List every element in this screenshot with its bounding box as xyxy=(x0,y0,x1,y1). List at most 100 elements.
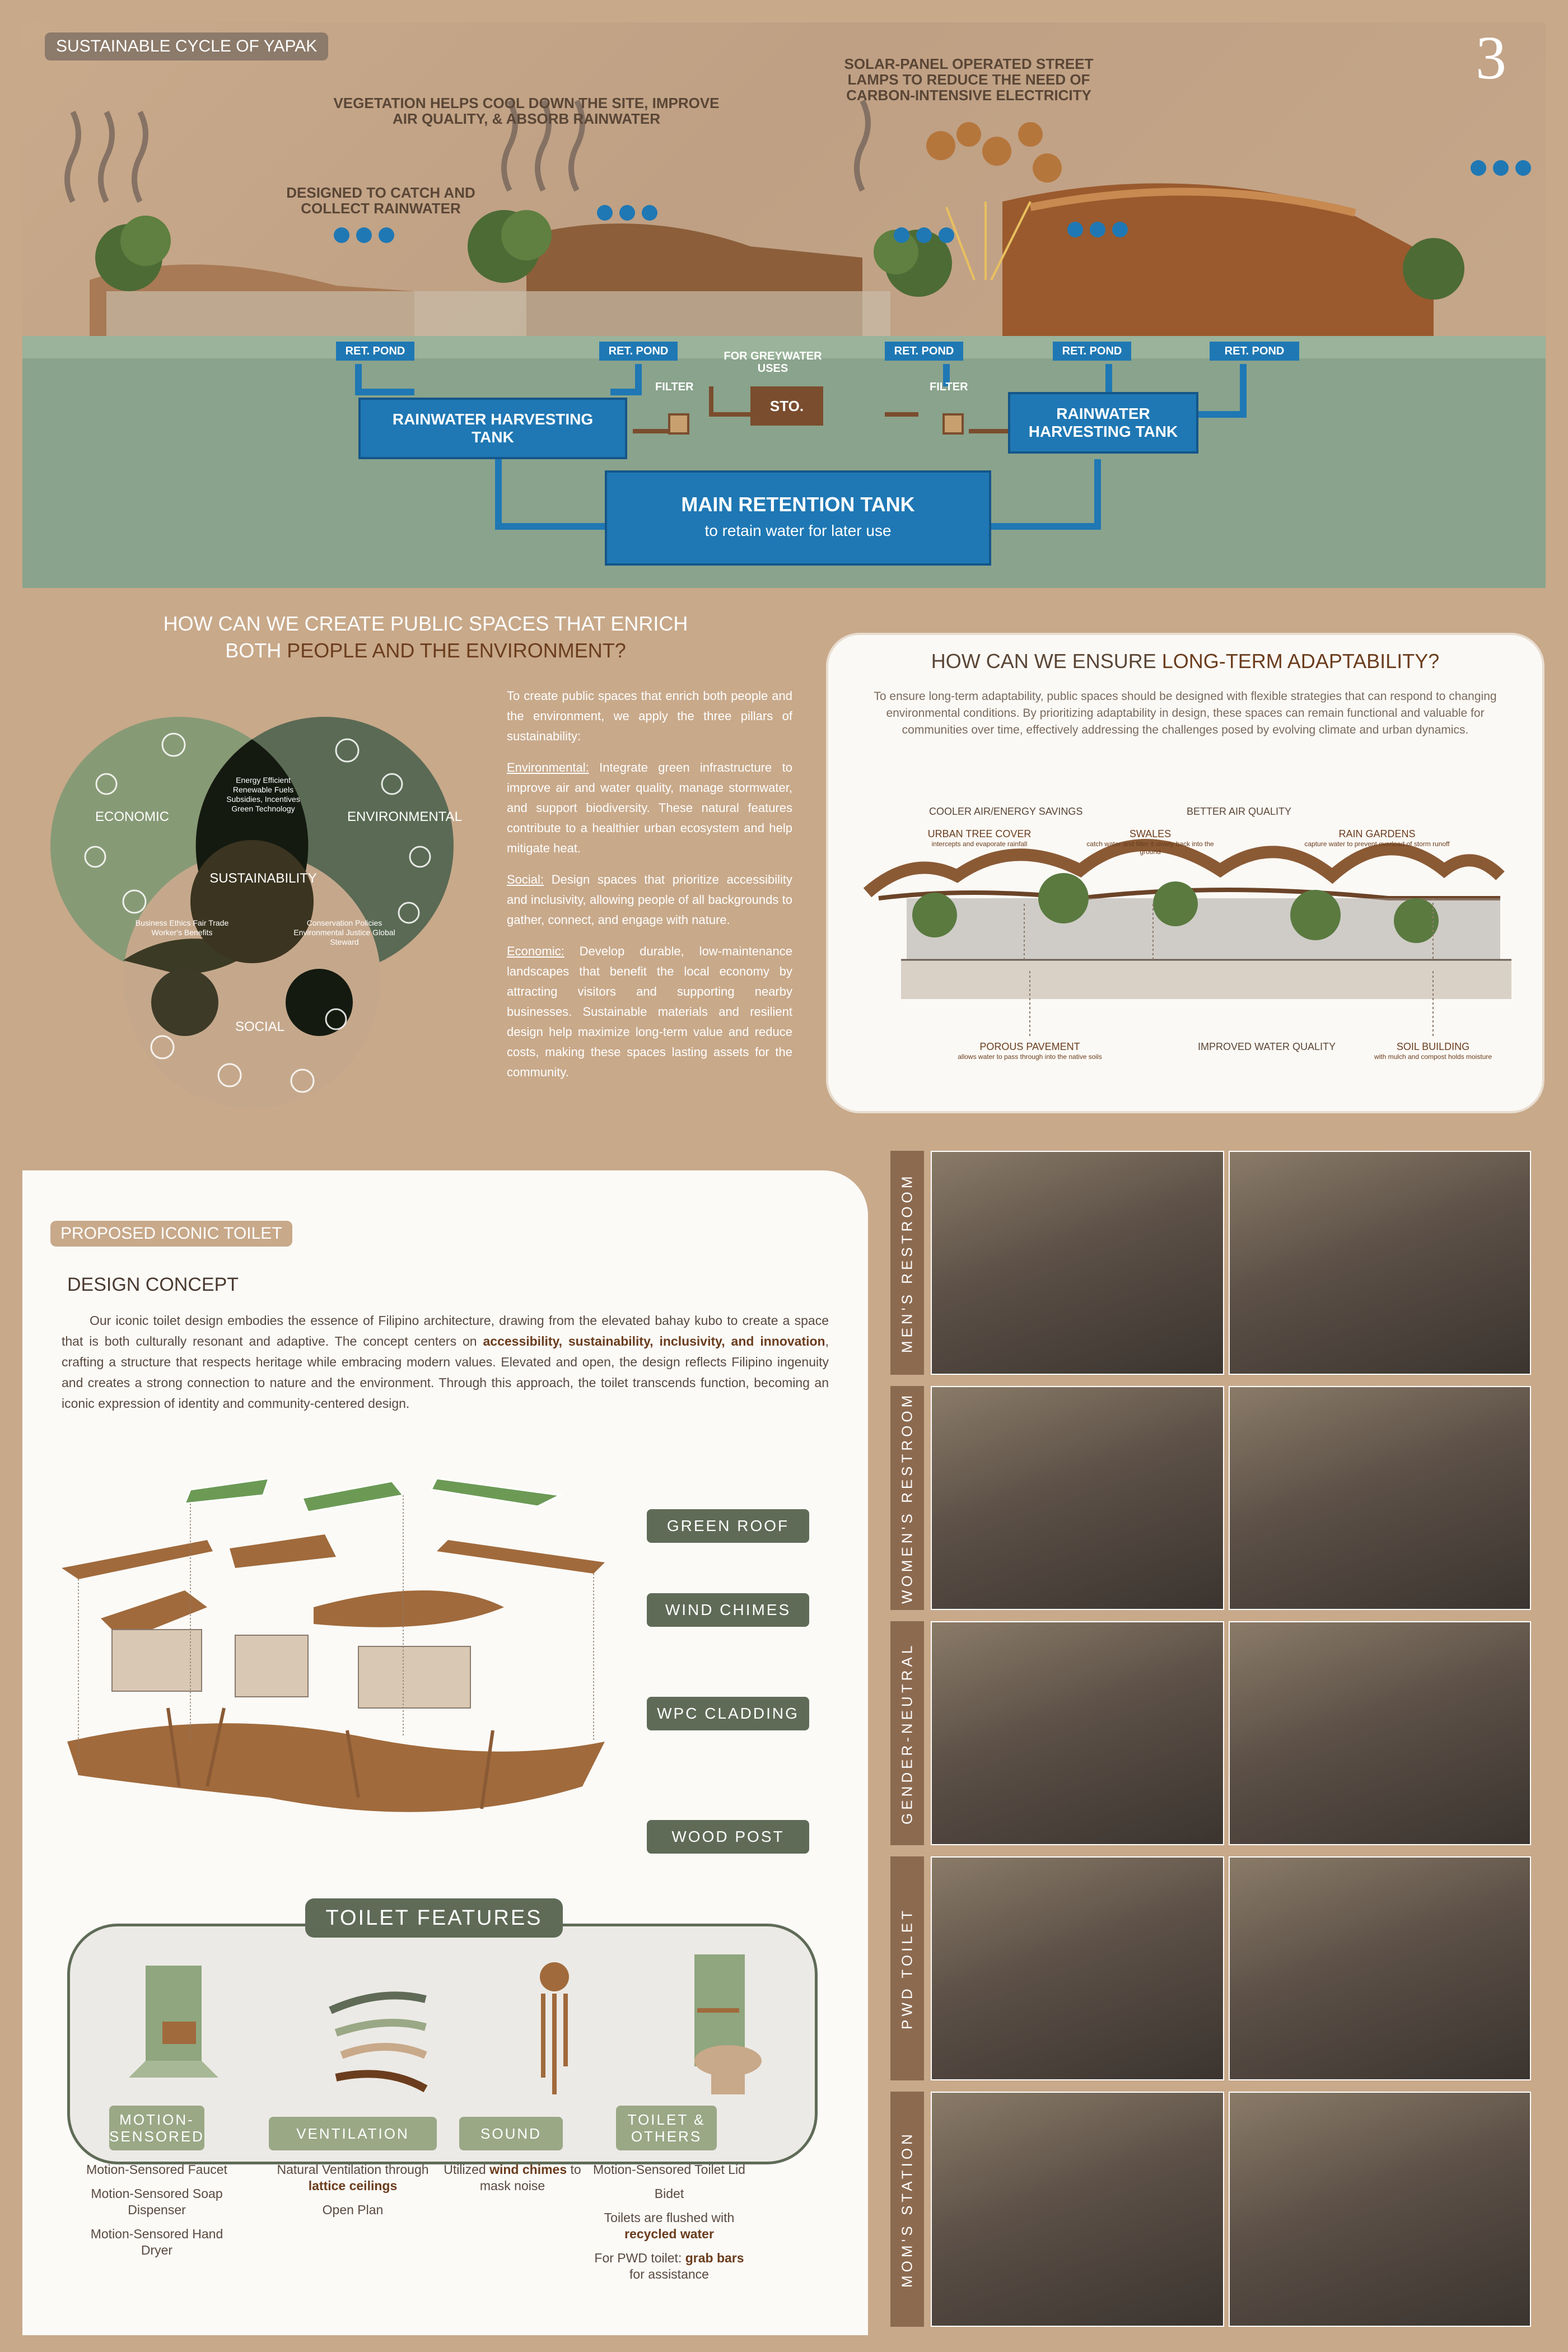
soil-title: SOIL BUILDING xyxy=(1396,1041,1470,1052)
env-text: Integrate green infrastructure to improv… xyxy=(507,760,792,855)
note-vegetation: VEGETATION HELPS COOL DOWN THE SITE, IMP… xyxy=(333,95,720,127)
f4-recycled-bold: recycled water xyxy=(624,2227,714,2241)
women-render-1 xyxy=(931,1386,1224,1610)
layer-green-roof: GREEN ROOF xyxy=(647,1509,809,1543)
rain-gardens-sub: capture water to prevent overload of sto… xyxy=(1304,840,1450,848)
ret-pond-1: RET. POND xyxy=(336,342,414,361)
room-row-women: WOMEN'S RESTROOM xyxy=(890,1386,1534,1610)
main-tank-sub: to retain water for later use xyxy=(704,522,892,539)
feature-ventilation-text: Natural Ventilation through lattice ceil… xyxy=(263,2162,442,2218)
public-question-both: BOTH xyxy=(225,639,287,662)
features-icons xyxy=(129,1954,762,2094)
filter-left: FILTER xyxy=(655,381,694,393)
adapt-swales: SWALES catch water and filter it slowly … xyxy=(1086,828,1215,856)
pwd-render-2 xyxy=(1229,1856,1531,2080)
toilet-title: PROPOSED ICONIC TOILET xyxy=(50,1221,292,1247)
f2-lattice-bold: lattice ceilings xyxy=(308,2178,398,2193)
room-label-pwd: PWD TOILET xyxy=(890,1856,924,2080)
toilet-card: PROPOSED ICONIC TOILET DESIGN CONCEPT Ou… xyxy=(22,1170,868,2335)
layer-wood-post: WOOD POST xyxy=(647,1820,809,1854)
storage-box: STO. xyxy=(750,386,823,426)
women-render-2 xyxy=(1229,1386,1531,1610)
public-economic: Economic: Develop durable, low-maintenan… xyxy=(507,941,792,1082)
rain-gardens-title: RAIN GARDENS xyxy=(1338,828,1416,839)
room-label-neutral: GENDER-NEUTRAL xyxy=(890,1621,924,1845)
feature-ventilation: VENTILATION xyxy=(269,2117,437,2150)
soc-text: Design spaces that prioritize accessibil… xyxy=(507,872,792,927)
mom-render-2 xyxy=(1229,2092,1531,2327)
f1-dryer: Motion-Sensored Hand Dryer xyxy=(90,2227,223,2257)
f1-faucet: Motion-Sensored Faucet xyxy=(86,2162,227,2177)
concept-text: Our iconic toilet design embodies the es… xyxy=(62,1310,829,1414)
neutral-render-2 xyxy=(1229,1621,1531,1845)
adapt-text: To ensure long-term adaptability, public… xyxy=(874,690,1497,736)
public-question-line2: BOTH PEOPLE AND THE ENVIRONMENT? xyxy=(112,637,739,664)
env-label: Environmental: xyxy=(507,760,589,774)
public-text: To create public spaces that enrich both… xyxy=(507,686,792,1082)
note-solar: SOLAR-PANEL OPERATED STREET LAMPS TO RED… xyxy=(844,55,1094,104)
f2-lattice-a: Natural Ventilation through xyxy=(277,2162,429,2177)
venn-label-economic: ECONOMIC xyxy=(95,809,169,824)
f4-grab-a: For PWD toilet: xyxy=(594,2251,685,2265)
motion-sensor-icon xyxy=(129,1966,218,2078)
greywater-note: FOR GREYWATER USES xyxy=(724,350,822,375)
adapt-section-drawing xyxy=(863,839,1511,1038)
room-row-pwd: PWD TOILET xyxy=(890,1856,1534,2080)
pwd-render-1 xyxy=(931,1856,1224,2080)
f4-lid: Motion-Sensored Toilet Lid xyxy=(593,2162,745,2177)
exploded-axonometric xyxy=(62,1477,605,1812)
tree-cover-sub: intercepts and evaporate rainfall xyxy=(931,840,1028,848)
feature-toilet-text: Motion-Sensored Toilet Lid Bidet Toilets… xyxy=(588,2162,750,2283)
room-label-women: WOMEN'S RESTROOM xyxy=(890,1386,924,1610)
f4-grab-bold: grab bars xyxy=(685,2251,744,2265)
f3-chimes: Utilized wind chimes to mask noise xyxy=(442,2162,582,2194)
swales-title: SWALES xyxy=(1129,828,1172,839)
adapt-water-quality: IMPROVED WATER QUALITY xyxy=(1198,1041,1336,1052)
public-environmental: Environmental: Integrate green infrastru… xyxy=(507,758,792,858)
concept-title: DESIGN CONCEPT xyxy=(67,1274,239,1295)
features-title: TOILET FEATURES xyxy=(305,1898,563,1938)
ret-pond-2: RET. POND xyxy=(599,342,678,361)
adapt-title-a: HOW CAN WE ENSURE xyxy=(931,650,1162,673)
public-social: Social: Design spaces that prioritize ac… xyxy=(507,870,792,930)
cycle-panel: SUSTAINABLE CYCLE OF YAPAK 3 SOLAR-PANEL… xyxy=(22,22,1546,588)
public-question-highlight: PEOPLE AND THE ENVIRONMENT? xyxy=(287,639,626,662)
venn-label-social: SOCIAL xyxy=(235,1019,285,1034)
concept-bold: accessibility, sustainability, inclusivi… xyxy=(483,1334,825,1348)
public-question: HOW CAN WE CREATE PUBLIC SPACES THAT ENR… xyxy=(112,610,739,664)
adapt-title-b: LONG-TERM ADAPTABILITY? xyxy=(1161,650,1440,673)
ret-pond-4: RET. POND xyxy=(1053,342,1131,361)
venn-social xyxy=(123,851,381,1109)
room-label-mom: MOM'S STATION xyxy=(890,2092,924,2327)
soil-sub: with mulch and compost holds moisture xyxy=(1374,1053,1492,1061)
f3-chimes-bold: wind chimes xyxy=(489,2162,567,2177)
porous-sub: allows water to pass through into the na… xyxy=(958,1053,1102,1061)
men-render-2 xyxy=(1229,1151,1531,1375)
porous-title: POROUS PAVEMENT xyxy=(979,1041,1080,1052)
eco-label: Economic: xyxy=(507,944,564,958)
adapt-porous: POROUS PAVEMENT allows water to pass thr… xyxy=(957,1041,1103,1061)
harvest-tank-left: RAINWATER HARVESTING TANK xyxy=(358,398,627,459)
toilet-icon xyxy=(694,1954,762,2094)
room-row-mom: MOM'S STATION xyxy=(890,2092,1534,2327)
f2-lattice: Natural Ventilation through lattice ceil… xyxy=(263,2162,442,2194)
harvest-tank-right: RAINWATER HARVESTING TANK xyxy=(1008,392,1198,454)
feature-sound: SOUND xyxy=(459,2117,563,2150)
public-intro: To create public spaces that enrich both… xyxy=(507,689,792,743)
f4-recycled-a: Toilets are flushed with xyxy=(604,2210,735,2225)
venn-econ-env: Energy Efficient Renewable Fuels Subsidi… xyxy=(226,776,300,813)
mom-render-1 xyxy=(931,2092,1224,2327)
ret-pond-3: RET. POND xyxy=(885,342,963,361)
wind-chime-icon xyxy=(540,1962,569,2094)
adapt-cooler: COOLER AIR/ENERGY SAVINGS xyxy=(929,806,1083,817)
main-tank-title: MAIN RETENTION TANK xyxy=(681,493,915,516)
f4-recycled: Toilets are flushed with recycled water xyxy=(588,2210,750,2242)
eco-text: Develop durable, low-maintenance landsca… xyxy=(507,944,792,1079)
venn-label-center: SUSTAINABILITY xyxy=(209,871,317,886)
adapt-card: HOW CAN WE ENSURE LONG-TERM ADAPTABILITY… xyxy=(826,633,1544,1113)
tree-cover-title: URBAN TREE COVER xyxy=(927,828,1032,839)
f1-soap: Motion-Sensored Soap Dispenser xyxy=(91,2186,223,2217)
f4-grab-end: for assistance xyxy=(629,2267,709,2281)
venn-diagram xyxy=(50,717,454,1109)
swales-sub: catch water and filter it slowly back in… xyxy=(1086,840,1214,856)
